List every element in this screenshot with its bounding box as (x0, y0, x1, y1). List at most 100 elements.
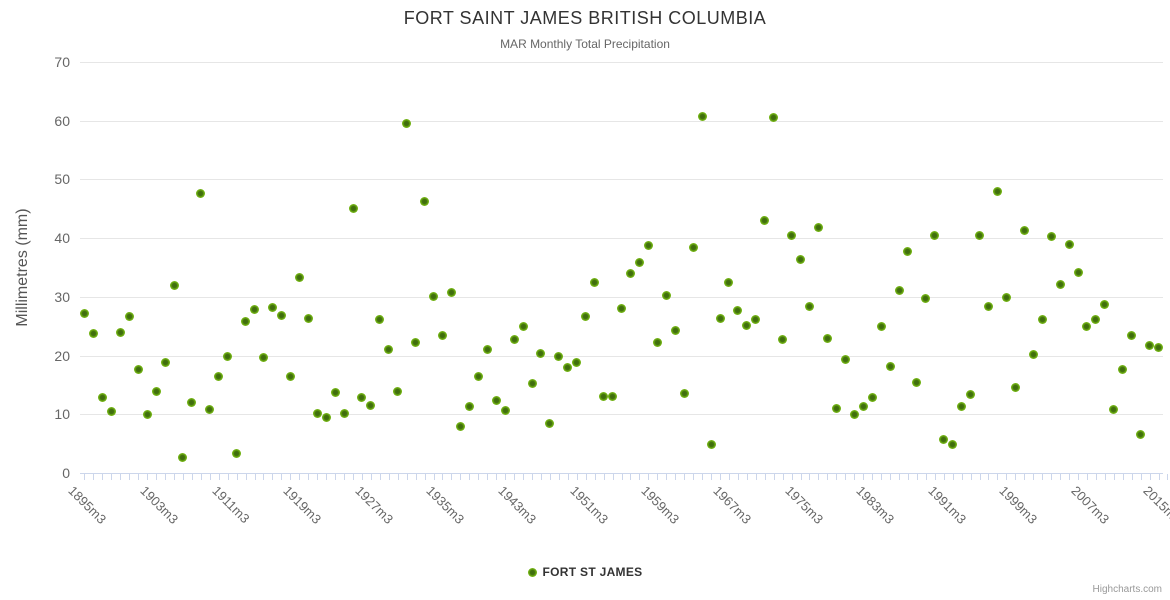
data-point[interactable] (840, 355, 850, 365)
data-point[interactable] (608, 391, 617, 401)
data-point[interactable] (733, 306, 743, 316)
data-point[interactable] (706, 440, 716, 450)
data-point[interactable] (1127, 330, 1137, 340)
data-point[interactable] (948, 439, 958, 449)
data-point[interactable] (1010, 382, 1020, 392)
data-point[interactable] (652, 338, 662, 348)
data-point[interactable] (527, 379, 537, 389)
data-point[interactable] (930, 230, 940, 240)
data-point[interactable] (294, 273, 304, 282)
data-point[interactable] (267, 302, 277, 312)
legend-item-fort-st-james[interactable]: FORT ST JAMES (0, 562, 1170, 582)
data-point[interactable] (769, 113, 779, 123)
data-point[interactable] (429, 291, 438, 301)
data-point[interactable] (661, 290, 671, 300)
data-point[interactable] (1082, 322, 1092, 332)
data-point[interactable] (1001, 292, 1011, 302)
data-point[interactable] (1073, 267, 1083, 277)
data-point[interactable] (1091, 315, 1101, 325)
data-point[interactable] (393, 386, 403, 396)
data-point[interactable] (321, 412, 331, 422)
data-point[interactable] (715, 313, 725, 323)
data-point[interactable] (912, 378, 922, 388)
data-point[interactable] (778, 335, 788, 345)
data-point[interactable] (966, 389, 976, 399)
data-point[interactable] (697, 112, 707, 122)
data-point[interactable] (634, 258, 644, 268)
data-point[interactable] (939, 435, 949, 444)
data-point[interactable] (894, 285, 904, 295)
data-point[interactable] (464, 402, 474, 412)
data-point[interactable] (1055, 280, 1065, 289)
data-point[interactable] (151, 386, 161, 396)
data-point[interactable] (241, 317, 251, 326)
data-point[interactable] (312, 409, 322, 419)
data-point[interactable] (984, 301, 993, 311)
data-point[interactable] (124, 312, 134, 322)
data-point[interactable] (276, 311, 286, 321)
data-point[interactable] (921, 294, 931, 304)
data-point[interactable] (384, 345, 394, 355)
data-point[interactable] (787, 230, 797, 240)
data-point[interactable] (339, 408, 349, 418)
data-point[interactable] (509, 335, 519, 345)
data-point[interactable] (205, 404, 215, 414)
data-point[interactable] (1019, 226, 1029, 235)
data-point[interactable] (455, 421, 465, 431)
data-point[interactable] (348, 204, 358, 214)
data-point[interactable] (679, 389, 689, 399)
data-point[interactable] (223, 352, 233, 362)
data-point[interactable] (536, 348, 546, 358)
data-point[interactable] (563, 362, 573, 372)
data-point[interactable] (626, 268, 635, 278)
data-point[interactable] (545, 418, 555, 428)
highcharts-credits-link[interactable]: Highcharts.com (1092, 584, 1162, 595)
data-point[interactable] (473, 371, 483, 381)
data-point[interactable] (975, 230, 984, 240)
data-point[interactable] (115, 328, 125, 338)
data-point[interactable] (554, 352, 564, 362)
data-point[interactable] (1100, 300, 1110, 309)
data-point[interactable] (1028, 349, 1038, 359)
data-point[interactable] (1136, 429, 1146, 439)
data-point[interactable] (885, 361, 895, 371)
data-point[interactable] (813, 222, 823, 232)
data-point[interactable] (357, 393, 367, 403)
data-point[interactable] (724, 278, 734, 288)
data-point[interactable] (1037, 315, 1047, 325)
data-point[interactable] (80, 308, 89, 318)
data-point[interactable] (849, 409, 859, 419)
data-point[interactable] (590, 278, 600, 288)
data-point[interactable] (957, 401, 967, 411)
data-point[interactable] (160, 358, 170, 368)
data-point[interactable] (822, 333, 832, 343)
data-point[interactable] (330, 388, 340, 398)
data-point[interactable] (1145, 341, 1155, 351)
data-point[interactable] (1154, 343, 1163, 353)
data-point[interactable] (670, 325, 680, 335)
data-point[interactable] (402, 118, 412, 128)
data-point[interactable] (617, 303, 626, 313)
data-point[interactable] (438, 330, 447, 340)
data-point[interactable] (366, 401, 376, 410)
data-point[interactable] (688, 243, 698, 252)
data-point[interactable] (858, 402, 868, 412)
data-point[interactable] (742, 320, 752, 330)
data-point[interactable] (97, 393, 107, 403)
data-point[interactable] (88, 328, 98, 338)
data-point[interactable] (876, 321, 886, 331)
data-point[interactable] (903, 247, 913, 257)
data-point[interactable] (572, 358, 582, 368)
data-point[interactable] (518, 322, 528, 332)
data-point[interactable] (1109, 404, 1119, 414)
data-point[interactable] (599, 391, 609, 401)
data-point[interactable] (420, 197, 430, 207)
data-point[interactable] (581, 311, 591, 321)
data-point[interactable] (285, 372, 295, 382)
data-point[interactable] (303, 314, 313, 324)
data-point[interactable] (214, 372, 224, 382)
data-point[interactable] (142, 410, 152, 420)
data-point[interactable] (106, 406, 116, 416)
data-point[interactable] (643, 241, 653, 251)
data-point[interactable] (187, 398, 197, 407)
